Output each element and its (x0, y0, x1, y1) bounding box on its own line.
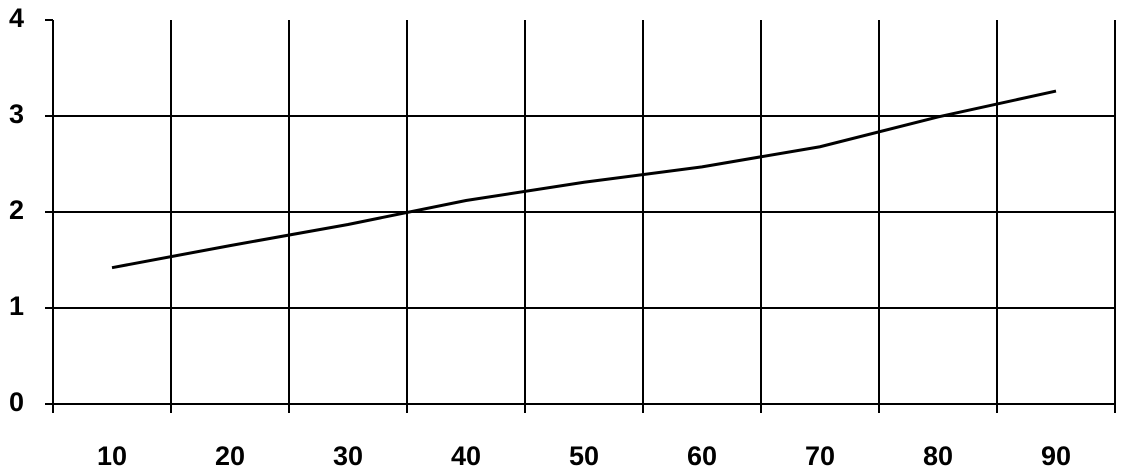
y-tick-label: 3 (9, 99, 24, 129)
data-line (111, 89, 1057, 270)
x-tick-label: 50 (569, 441, 599, 471)
x-tick-label: 60 (687, 441, 717, 471)
x-tick-label: 10 (97, 441, 127, 471)
y-tick-label: 0 (9, 387, 24, 417)
x-tick-label: 20 (215, 441, 245, 471)
y-tick-label: 1 (9, 291, 24, 321)
x-tick-label: 70 (805, 441, 835, 471)
x-tick-label: 90 (1041, 441, 1071, 471)
x-tick-label: 30 (333, 441, 363, 471)
y-tick-label: 4 (9, 3, 24, 33)
x-tick-label: 80 (923, 441, 953, 471)
y-tick-label: 2 (9, 195, 24, 225)
x-tick-label: 40 (451, 441, 481, 471)
